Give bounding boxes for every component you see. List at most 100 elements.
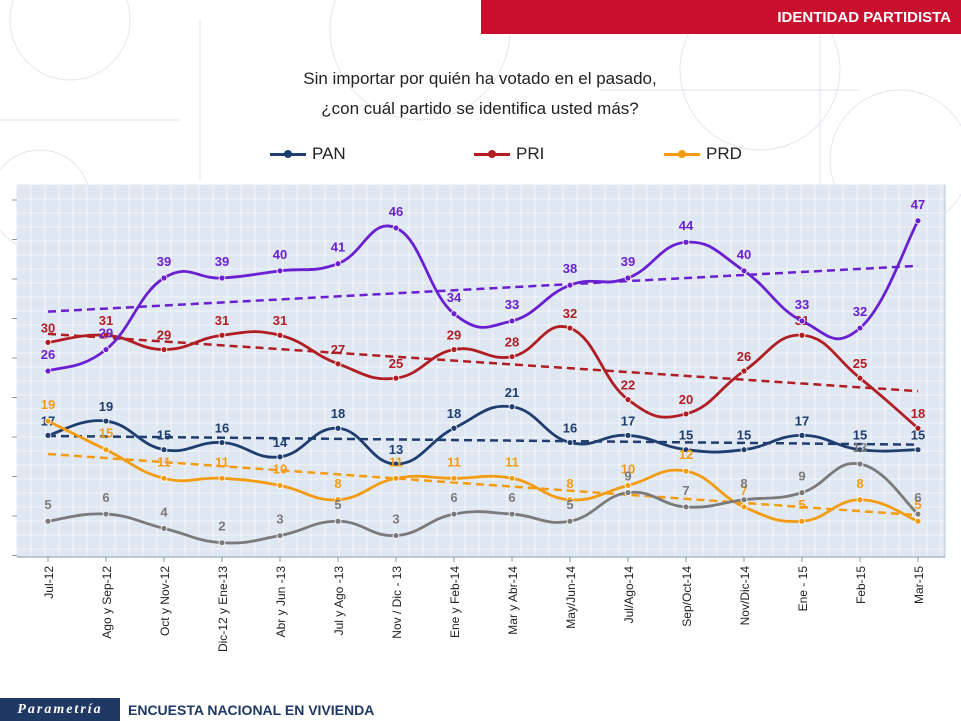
series-line-series-3 <box>47 462 919 545</box>
data-point-pan <box>740 446 748 454</box>
data-point-pri <box>392 374 400 382</box>
legend-swatch-pri <box>474 149 510 158</box>
data-point-series-4 <box>392 224 400 232</box>
legend-swatch-prd <box>664 149 700 158</box>
data-point-series-4 <box>160 274 168 282</box>
series-line-series-4 <box>47 220 920 373</box>
question-line-1: Sin importar por quién ha votado en el p… <box>303 69 657 88</box>
data-label-prd: 5 <box>798 497 805 512</box>
data-point-pri <box>856 374 864 382</box>
legend-item-pan: PAN <box>270 144 346 164</box>
data-point-pan <box>508 403 516 411</box>
data-point-series-3 <box>218 539 226 547</box>
data-point-pri <box>450 346 458 353</box>
data-point-series-4 <box>44 367 52 375</box>
x-tick-label: Mar-15 <box>912 566 926 604</box>
data-label-series-4: 38 <box>563 261 577 276</box>
x-tick-label: Abr y Jun -13 <box>274 566 288 638</box>
data-label-series-4: 40 <box>273 247 287 262</box>
data-point-series-4 <box>276 267 284 275</box>
data-point-series-4 <box>508 317 516 325</box>
data-point-pri <box>334 360 342 368</box>
chart-question: Sin importar por quién ha votado en el p… <box>230 64 730 124</box>
x-tick-label: Jul/Ago-14 <box>622 566 636 624</box>
data-point-series-3 <box>682 503 690 511</box>
data-point-prd <box>740 503 748 511</box>
x-tick-label: Nov / Dic - 13 <box>390 566 404 639</box>
data-point-pan <box>624 431 632 439</box>
data-point-series-3 <box>566 517 574 525</box>
data-label-series-4: 26 <box>41 347 55 362</box>
series-line-pri <box>47 325 919 430</box>
data-label-pan: 21 <box>505 385 519 400</box>
data-label-pri: 31 <box>99 313 113 328</box>
data-label-pri: 25 <box>389 356 403 371</box>
data-point-prd <box>160 474 168 482</box>
data-label-series-4: 39 <box>621 254 635 269</box>
section-banner: IDENTIDAD PARTIDISTA <box>481 0 961 34</box>
data-point-series-4 <box>682 238 690 246</box>
data-label-prd: 11 <box>447 454 461 469</box>
data-point-pan <box>450 424 458 432</box>
data-label-pan: 14 <box>273 435 288 450</box>
trendline-pan <box>47 434 919 446</box>
data-label-series-3: 13 <box>853 440 867 455</box>
data-label-prd: 19 <box>41 397 55 412</box>
data-point-pan <box>914 446 922 454</box>
data-label-series-4: 29 <box>99 326 113 341</box>
data-point-series-4 <box>566 281 574 289</box>
data-point-pri <box>160 346 168 353</box>
data-point-pri <box>798 331 806 339</box>
x-tick-label: Ene y Feb-14 <box>448 566 462 638</box>
data-point-series-3 <box>102 510 110 518</box>
data-label-pan: 15 <box>853 428 867 443</box>
data-point-prd <box>508 474 516 482</box>
data-point-prd <box>276 482 284 489</box>
data-point-series-3 <box>160 524 168 532</box>
data-label-prd: 15 <box>99 426 113 441</box>
data-label-pan: 15 <box>911 428 925 443</box>
data-point-pan <box>392 460 400 468</box>
data-point-series-3 <box>914 510 922 518</box>
data-label-series-3: 7 <box>682 483 689 498</box>
footer-bar <box>0 698 961 721</box>
data-label-pri: 30 <box>41 320 55 335</box>
data-label-pri: 25 <box>853 356 867 371</box>
data-label-prd: 12 <box>679 447 693 462</box>
data-label-pri: 27 <box>331 342 345 357</box>
data-point-prd <box>682 467 690 475</box>
data-label-prd: 11 <box>215 454 229 469</box>
data-label-series-3: 8 <box>740 476 747 491</box>
data-label-series-4: 40 <box>737 247 751 262</box>
data-point-pan <box>102 417 110 425</box>
data-label-prd: 11 <box>505 454 519 469</box>
legend-item-prd: PRD <box>664 144 742 164</box>
x-tick-label: May/Jun-14 <box>564 566 578 629</box>
data-label-pri: 31 <box>273 313 287 328</box>
data-point-series-3 <box>740 496 748 504</box>
data-point-pri <box>682 410 690 418</box>
x-tick-label: Jul-12 <box>42 566 56 599</box>
data-point-series-4 <box>914 217 922 225</box>
series-line-pan <box>47 404 919 466</box>
x-tick-label: Dic-12 y Ene-13 <box>216 566 230 652</box>
x-tick-label: Jul y Ago -13 <box>332 566 346 636</box>
data-point-pan <box>566 439 574 446</box>
data-point-series-3 <box>450 510 458 518</box>
data-label-series-3: 9 <box>798 469 805 484</box>
data-label-pri: 26 <box>737 349 751 364</box>
data-label-pan: 16 <box>215 421 229 436</box>
data-label-pan: 18 <box>447 406 461 421</box>
data-point-pri <box>914 424 922 432</box>
data-label-pri: 22 <box>621 378 635 393</box>
data-point-series-4 <box>740 267 748 275</box>
data-label-series-3: 2 <box>218 519 225 534</box>
legend-label-prd: PRD <box>706 144 742 163</box>
data-point-series-3 <box>44 517 52 525</box>
data-label-series-3: 6 <box>914 490 921 505</box>
data-point-pan <box>798 431 806 439</box>
data-label-series-3: 9 <box>624 469 631 484</box>
x-tick-label: Nov/Dic-14 <box>738 566 752 626</box>
